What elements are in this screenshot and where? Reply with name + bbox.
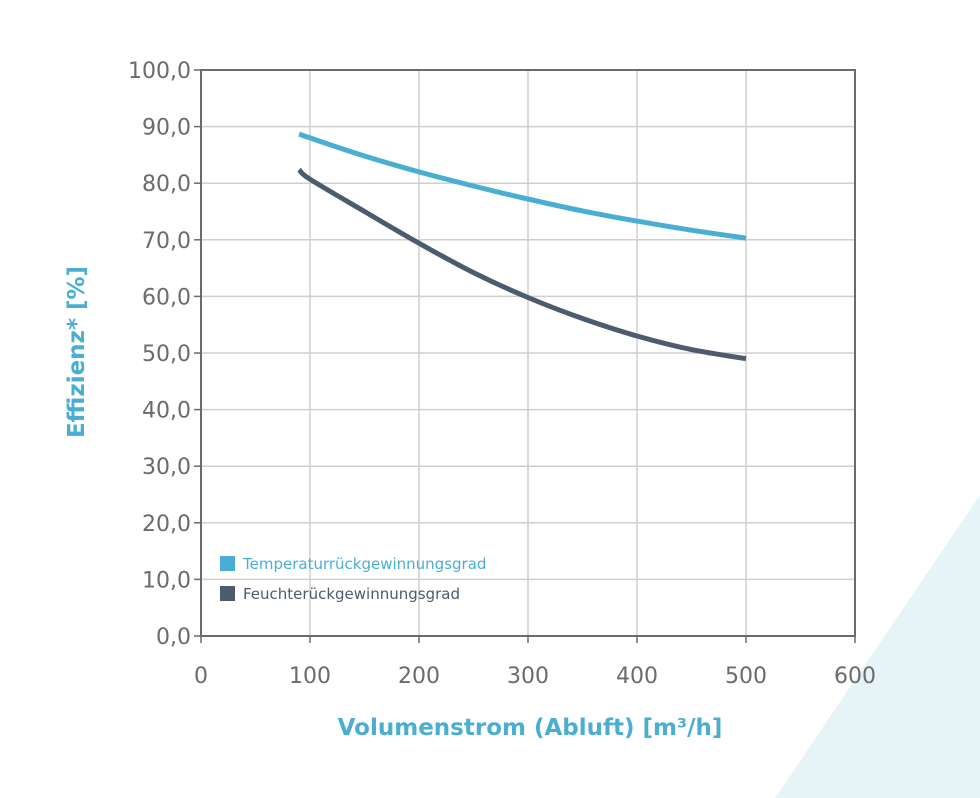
x-axis-title: Volumenstrom (Abluft) [m³/h] — [338, 715, 723, 741]
y-tick-label: 30,0 — [142, 455, 191, 480]
legend-swatch-temperature — [220, 556, 235, 571]
y-tick-label: 90,0 — [142, 116, 191, 141]
y-tick-label: 50,0 — [142, 342, 191, 367]
y-tick-label: 80,0 — [142, 172, 191, 197]
x-tick-label: 200 — [398, 664, 440, 689]
legend-label-humidity: Feuchterückgewinnungsgrad — [243, 585, 460, 603]
y-tick-label: 0,0 — [156, 625, 191, 650]
y-tick-label: 70,0 — [142, 229, 191, 254]
x-tick-label: 500 — [725, 664, 767, 689]
y-tick-labels: 0,0 10,0 20,0 30,0 40,0 50,0 60,0 70,0 80,0 90,0 1… — [128, 59, 191, 650]
x-tick-label: 400 — [616, 664, 658, 689]
y-tick-label: 20,0 — [142, 512, 191, 537]
x-tick-label: 600 — [834, 664, 876, 689]
plot-border — [200, 69, 856, 637]
x-tick-labels: 0 100 200 300 400 500 600 — [194, 664, 876, 689]
plot-frame — [194, 69, 856, 643]
legend-label-temperature: Temperaturrückgewinnungsgrad — [242, 555, 486, 573]
x-tick-label: 100 — [289, 664, 331, 689]
x-tick-label: 300 — [507, 664, 549, 689]
y-tick-label: 60,0 — [142, 285, 191, 310]
series-line-temperature — [298, 131, 747, 241]
y-tick-label: 100,0 — [128, 59, 191, 84]
legend: Temperaturrückgewinnungsgrad Feuchterück… — [220, 555, 486, 603]
decorative-triangle — [775, 495, 980, 798]
legend-swatch-humidity — [220, 586, 235, 601]
x-tick-label: 0 — [194, 664, 208, 689]
series-lines — [297, 131, 747, 362]
y-axis-title: Effizienz* [%] — [64, 266, 90, 438]
y-tick-label: 10,0 — [142, 568, 191, 593]
series-line-humidity — [297, 167, 747, 362]
grid-lines — [201, 70, 855, 636]
y-tick-label: 40,0 — [142, 399, 191, 424]
